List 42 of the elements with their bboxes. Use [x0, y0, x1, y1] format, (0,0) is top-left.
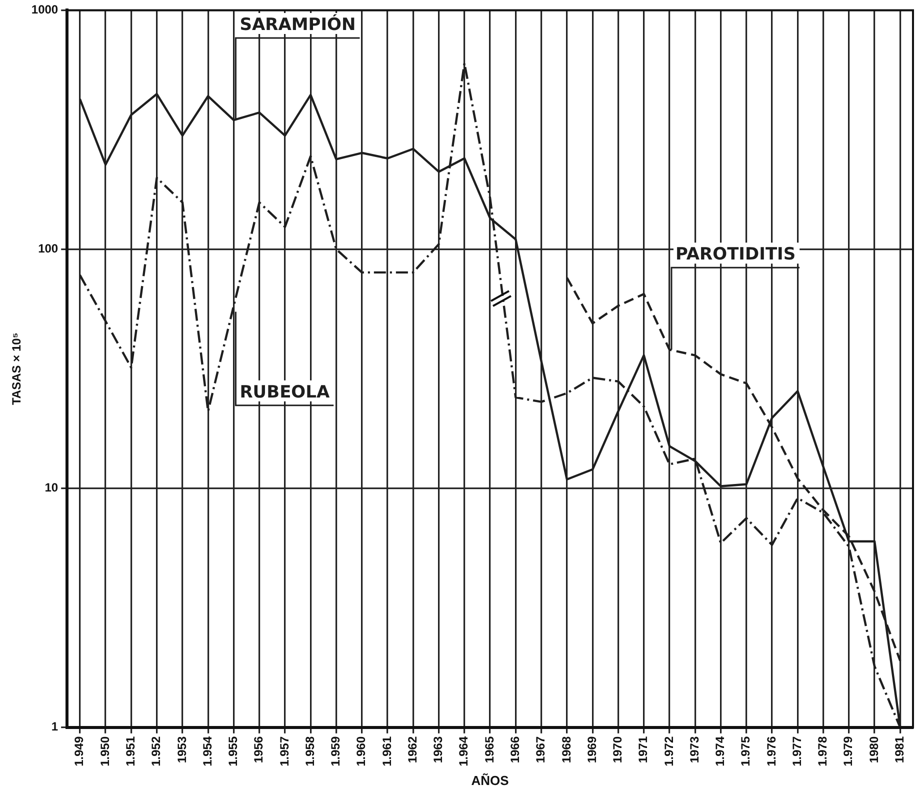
annotation: RUBEOLA: [240, 382, 330, 402]
x-axis-title: AÑOS: [471, 772, 510, 788]
x-tick-label: 1965: [482, 736, 496, 764]
x-tick-label: 1.949: [72, 736, 86, 766]
x-tick-label: 1.961: [380, 736, 394, 766]
x-tick-label: 1.951: [123, 736, 138, 766]
x-tick-label: 1980: [866, 736, 881, 764]
x-tick-label: 1962: [405, 736, 420, 764]
y-axis-title: TASAS × 10⁵: [10, 332, 24, 406]
x-tick-label: 1.974: [713, 736, 728, 766]
x-tick-label: 1981: [892, 736, 906, 764]
y-tick-label: 1: [51, 720, 58, 734]
annotation: SARAMPIÓN: [240, 14, 356, 35]
x-tick-label: 1.977: [790, 736, 804, 766]
x-tick-label: 1968: [559, 736, 574, 764]
y-tick-label: 100: [38, 242, 58, 256]
x-tick-label: 1.954: [200, 736, 214, 766]
x-tick-label: 1966: [508, 736, 522, 764]
x-tick-label: 1.978: [816, 736, 830, 766]
x-tick-label: 1.972: [662, 736, 676, 766]
x-tick-label: 1973: [687, 736, 702, 764]
x-tick-label: 1956: [252, 736, 266, 764]
x-tick-label: 1963: [431, 736, 446, 764]
x-tick-label: 1.952: [149, 736, 164, 766]
x-tick-label: 1971: [636, 736, 650, 764]
x-tick-label: 1.957: [277, 736, 292, 766]
x-tick-label: 1.958: [302, 736, 317, 766]
x-tick-label: 1967: [534, 736, 548, 764]
x-tick-label: 1970: [610, 736, 625, 764]
x-tick-label: 1.975: [738, 736, 753, 766]
x-tick-label: 1.964: [456, 736, 471, 766]
annotation: PAROTIDITIS: [675, 244, 796, 265]
x-tick-label: 1.960: [354, 736, 368, 766]
y-tick-label: 10: [44, 480, 58, 495]
x-tick-label: 1.955: [226, 736, 240, 766]
x-tick-label: 1.950: [98, 736, 112, 766]
y-tick-label: 1000: [31, 2, 58, 17]
x-tick-label: 1.979: [841, 736, 856, 766]
x-tick-label: 1953: [174, 736, 189, 764]
x-tick-label: 1.959: [328, 736, 343, 766]
x-tick-label: 1969: [584, 736, 599, 764]
x-tick-label: 1.976: [764, 736, 778, 766]
